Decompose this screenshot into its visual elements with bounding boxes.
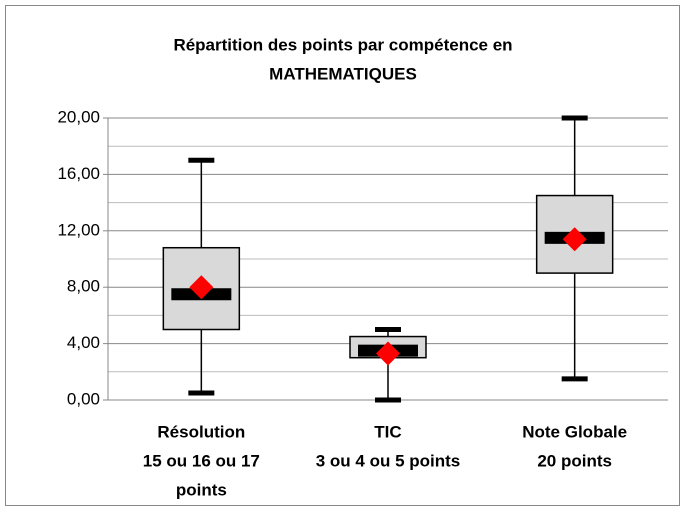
y-tick-label: 12,00 xyxy=(57,220,100,239)
y-tick-label: 16,00 xyxy=(57,164,100,183)
x-tick-label: 15 ou 16 ou 17 xyxy=(143,451,260,470)
chart-title: Répartition des points par compétence en xyxy=(173,35,512,54)
x-tick-label: TIC xyxy=(374,422,401,441)
y-tick-label: 8,00 xyxy=(67,277,100,296)
x-tick-label: 20 points xyxy=(537,451,612,470)
x-tick-label: 3 ou 4 ou 5 points xyxy=(316,451,461,470)
x-tick-label: Résolution xyxy=(157,422,245,441)
chart-title: MATHEMATIQUES xyxy=(269,64,417,83)
y-tick-label: 0,00 xyxy=(67,389,100,408)
mean-marker xyxy=(562,227,587,252)
mean-marker xyxy=(189,275,214,300)
y-tick-label: 4,00 xyxy=(67,333,100,352)
x-tick-label: Note Globale xyxy=(522,422,627,441)
x-tick-label: points xyxy=(176,480,227,499)
y-tick-label: 20,00 xyxy=(57,107,100,126)
mean-marker xyxy=(376,341,400,366)
